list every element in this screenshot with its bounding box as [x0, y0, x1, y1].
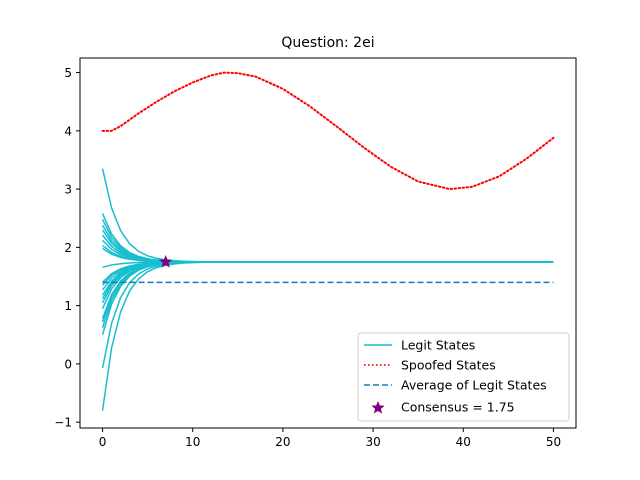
y-tick-label: 5: [64, 66, 72, 80]
y-tick-label: 1: [64, 299, 72, 313]
x-tick-label: 40: [456, 435, 471, 449]
legend-swatch-consensus-star-icon: [371, 401, 385, 414]
legend-box: [357, 332, 570, 422]
axis-ticks: 0 10 20 30 40 50 −1 0 1 2 3 4 5: [54, 66, 561, 449]
x-tick-label: 20: [275, 435, 290, 449]
y-tick-label: 4: [64, 124, 72, 138]
y-tick-label: 0: [64, 357, 72, 371]
legend-label-spoofed: Spoofed States: [401, 358, 496, 373]
y-tick-label: 3: [64, 183, 72, 197]
consensus-star-marker: [159, 254, 173, 268]
legend: Legit States Spoofed States Average of L…: [357, 332, 570, 422]
legend-label-consensus: Consensus = 1.75: [401, 400, 515, 415]
y-tick-label: 2: [64, 241, 72, 255]
x-tick-label: 10: [185, 435, 200, 449]
plot-area: [101, 71, 555, 411]
y-tick-label: −1: [54, 416, 72, 430]
x-tick-label: 30: [365, 435, 380, 449]
legit-state-line-22: [101, 261, 554, 411]
spoofed-state-line: [101, 71, 555, 191]
x-tick-label: 50: [546, 435, 561, 449]
x-tick-label: 0: [99, 435, 107, 449]
chart-title: Question: 2ei: [281, 35, 374, 51]
legend-label-average: Average of Legit States: [401, 378, 547, 393]
axes-frame: [79, 57, 577, 429]
legend-label-legit: Legit States: [401, 338, 475, 353]
